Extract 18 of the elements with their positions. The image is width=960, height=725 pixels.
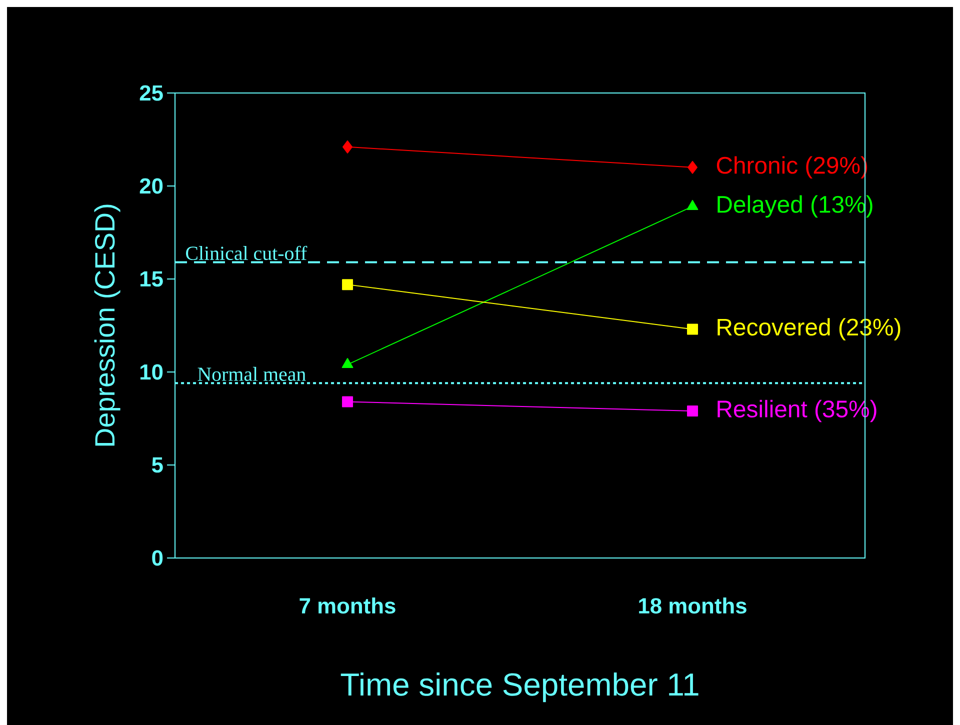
- y-tick-label: 10: [140, 364, 163, 380]
- point: [687, 324, 698, 335]
- ref-line-label: Clinical cut-off: [186, 246, 308, 260]
- point: [342, 279, 354, 290]
- ref-line-label: Normal mean: [198, 366, 306, 381]
- y-tick-label: 25: [140, 85, 163, 101]
- point: [687, 406, 698, 417]
- y-tick-label: 5: [152, 457, 163, 473]
- y-tick-label: 15: [140, 271, 163, 287]
- y-tick-label: 20: [140, 178, 163, 194]
- x-axis-title: Time since September 11: [340, 672, 698, 702]
- y-axis-title: Depression (CESD): [94, 204, 120, 446]
- point: [342, 396, 354, 408]
- x-tick-label: 7 months: [300, 598, 396, 614]
- point: [688, 160, 698, 174]
- x-tick-label: 18 months: [639, 598, 746, 614]
- y-tick-label: 0: [152, 550, 163, 566]
- point: [342, 140, 353, 154]
